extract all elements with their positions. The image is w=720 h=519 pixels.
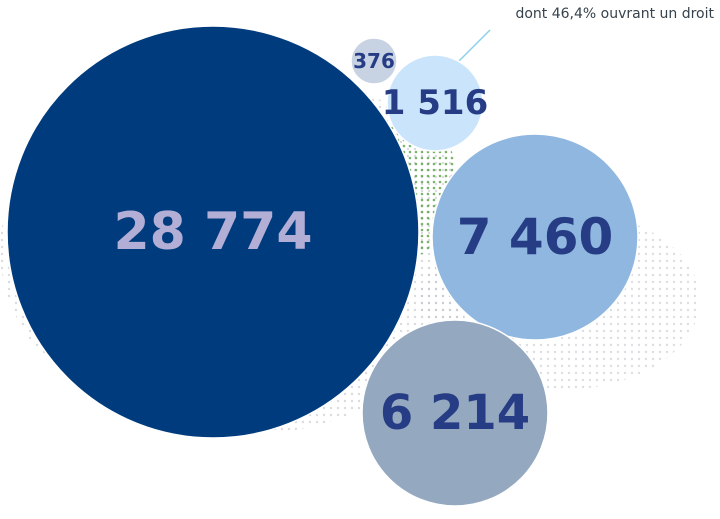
bubble <box>386 54 484 152</box>
bubble-value-label: 6 214 <box>380 385 530 441</box>
annotation-text: dont 46,4% ouvrant un droit <box>515 6 714 22</box>
bubble-value-label: 28 774 <box>113 202 312 262</box>
annotation-leader-line <box>457 29 491 63</box>
bubble-value-label: 376 <box>353 49 395 73</box>
bubble <box>361 319 549 507</box>
bubble <box>6 25 420 439</box>
bubble <box>431 133 639 341</box>
bubble-value-label: 7 460 <box>457 208 614 266</box>
bubble <box>350 37 398 85</box>
bubble-value-label: 1 516 <box>382 83 488 123</box>
